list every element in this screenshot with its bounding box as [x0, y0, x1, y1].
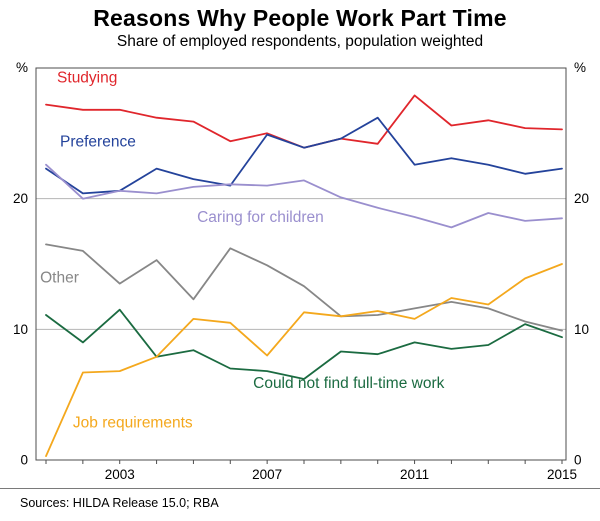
- line-caring-for-children: [45, 163, 563, 229]
- unit-label-right: %: [574, 60, 586, 75]
- label-job-requirements: Job requirements: [73, 414, 193, 431]
- y-tick-label-left-10: 10: [13, 322, 28, 337]
- unit-label-left: %: [16, 60, 28, 75]
- x-tick-label-2015: 2015: [547, 467, 577, 482]
- label-could-not-find-full-time-work: Could not find full-time work: [253, 375, 444, 392]
- line-preference: [45, 116, 563, 195]
- source-note: Sources: HILDA Release 15.0; RBA: [20, 496, 219, 510]
- y-tick-label-right-20: 20: [574, 191, 589, 206]
- chart-subtitle: Share of employed respondents, populatio…: [116, 33, 484, 50]
- x-tick-label-2007: 2007: [252, 467, 282, 482]
- y-tick-label-left-0: 0: [20, 453, 28, 468]
- y-tick-label-right-0: 0: [574, 453, 582, 468]
- x-tick-label-2011: 2011: [400, 467, 429, 482]
- line-other: [45, 243, 563, 332]
- chart-area: 2003 2007 2011 2015 0 0 10 10 20 20%% Studying Pref…: [0, 52, 600, 490]
- y-tick-label-left-20: 20: [13, 191, 28, 206]
- line-could-not-find-full-time-work: [45, 308, 563, 380]
- label-caring-for-children: Caring for children: [197, 209, 324, 226]
- plot-frame: [35, 67, 567, 461]
- label-preference: Preference: [60, 133, 136, 150]
- x-tick-label-2003: 2003: [105, 467, 135, 482]
- chart-footer: Sources: HILDA Release 15.0; RBA: [0, 488, 600, 510]
- label-other: Other: [40, 269, 79, 286]
- label-studying: Studying: [57, 69, 117, 86]
- line-job-requirements: [45, 263, 563, 458]
- chart-title: Reasons Why People Work Part Time: [93, 5, 507, 31]
- y-tick-label-right-10: 10: [574, 322, 589, 337]
